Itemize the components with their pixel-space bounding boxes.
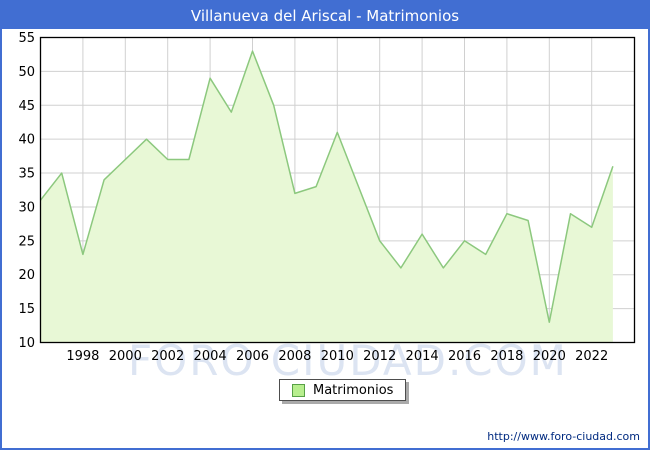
y-tick-label: 35 <box>18 167 35 182</box>
x-tick-label: 2000 <box>109 349 142 364</box>
foro-ciudad-watermark: FORO CIUDAD.COM <box>128 336 568 385</box>
y-tick-label: 55 <box>18 31 35 46</box>
y-tick-label: 25 <box>18 234 35 249</box>
chart-title: Villanueva del Ariscal - Matrimonios <box>190 6 460 25</box>
y-tick-label: 15 <box>18 302 35 317</box>
y-tick-label: 20 <box>18 268 35 283</box>
x-tick-label: 2010 <box>321 349 354 364</box>
y-tick-label: 10 <box>18 336 35 351</box>
x-tick-label: 2022 <box>575 349 608 364</box>
legend: Matrimonios <box>279 379 407 401</box>
legend-label: Matrimonios <box>313 382 394 398</box>
legend-swatch-icon <box>292 383 305 397</box>
series-line <box>39 50 614 323</box>
x-tick-label: 2002 <box>151 349 184 364</box>
y-tick-label: 50 <box>18 65 35 80</box>
x-tick-label: 2014 <box>406 349 439 364</box>
chart-title-bar: Villanueva del Ariscal - Matrimonios <box>2 2 648 29</box>
footer-url-link[interactable]: http://www.foro-ciudad.com <box>487 430 640 443</box>
y-tick-label: 40 <box>18 133 35 148</box>
x-tick-label: 2004 <box>194 349 227 364</box>
plot-border <box>39 36 636 344</box>
x-tick-label: 2020 <box>533 349 566 364</box>
y-tick-label: 30 <box>18 200 35 215</box>
x-tick-label: 2006 <box>236 349 269 364</box>
x-tick-label: 2016 <box>448 349 481 364</box>
x-tick-label: 2012 <box>363 349 396 364</box>
x-tick-label: 2018 <box>490 349 523 364</box>
area-series <box>40 51 613 343</box>
y-tick-label: 45 <box>18 99 35 114</box>
x-tick-label: 1998 <box>66 349 99 364</box>
x-tick-label: 2008 <box>278 349 311 364</box>
